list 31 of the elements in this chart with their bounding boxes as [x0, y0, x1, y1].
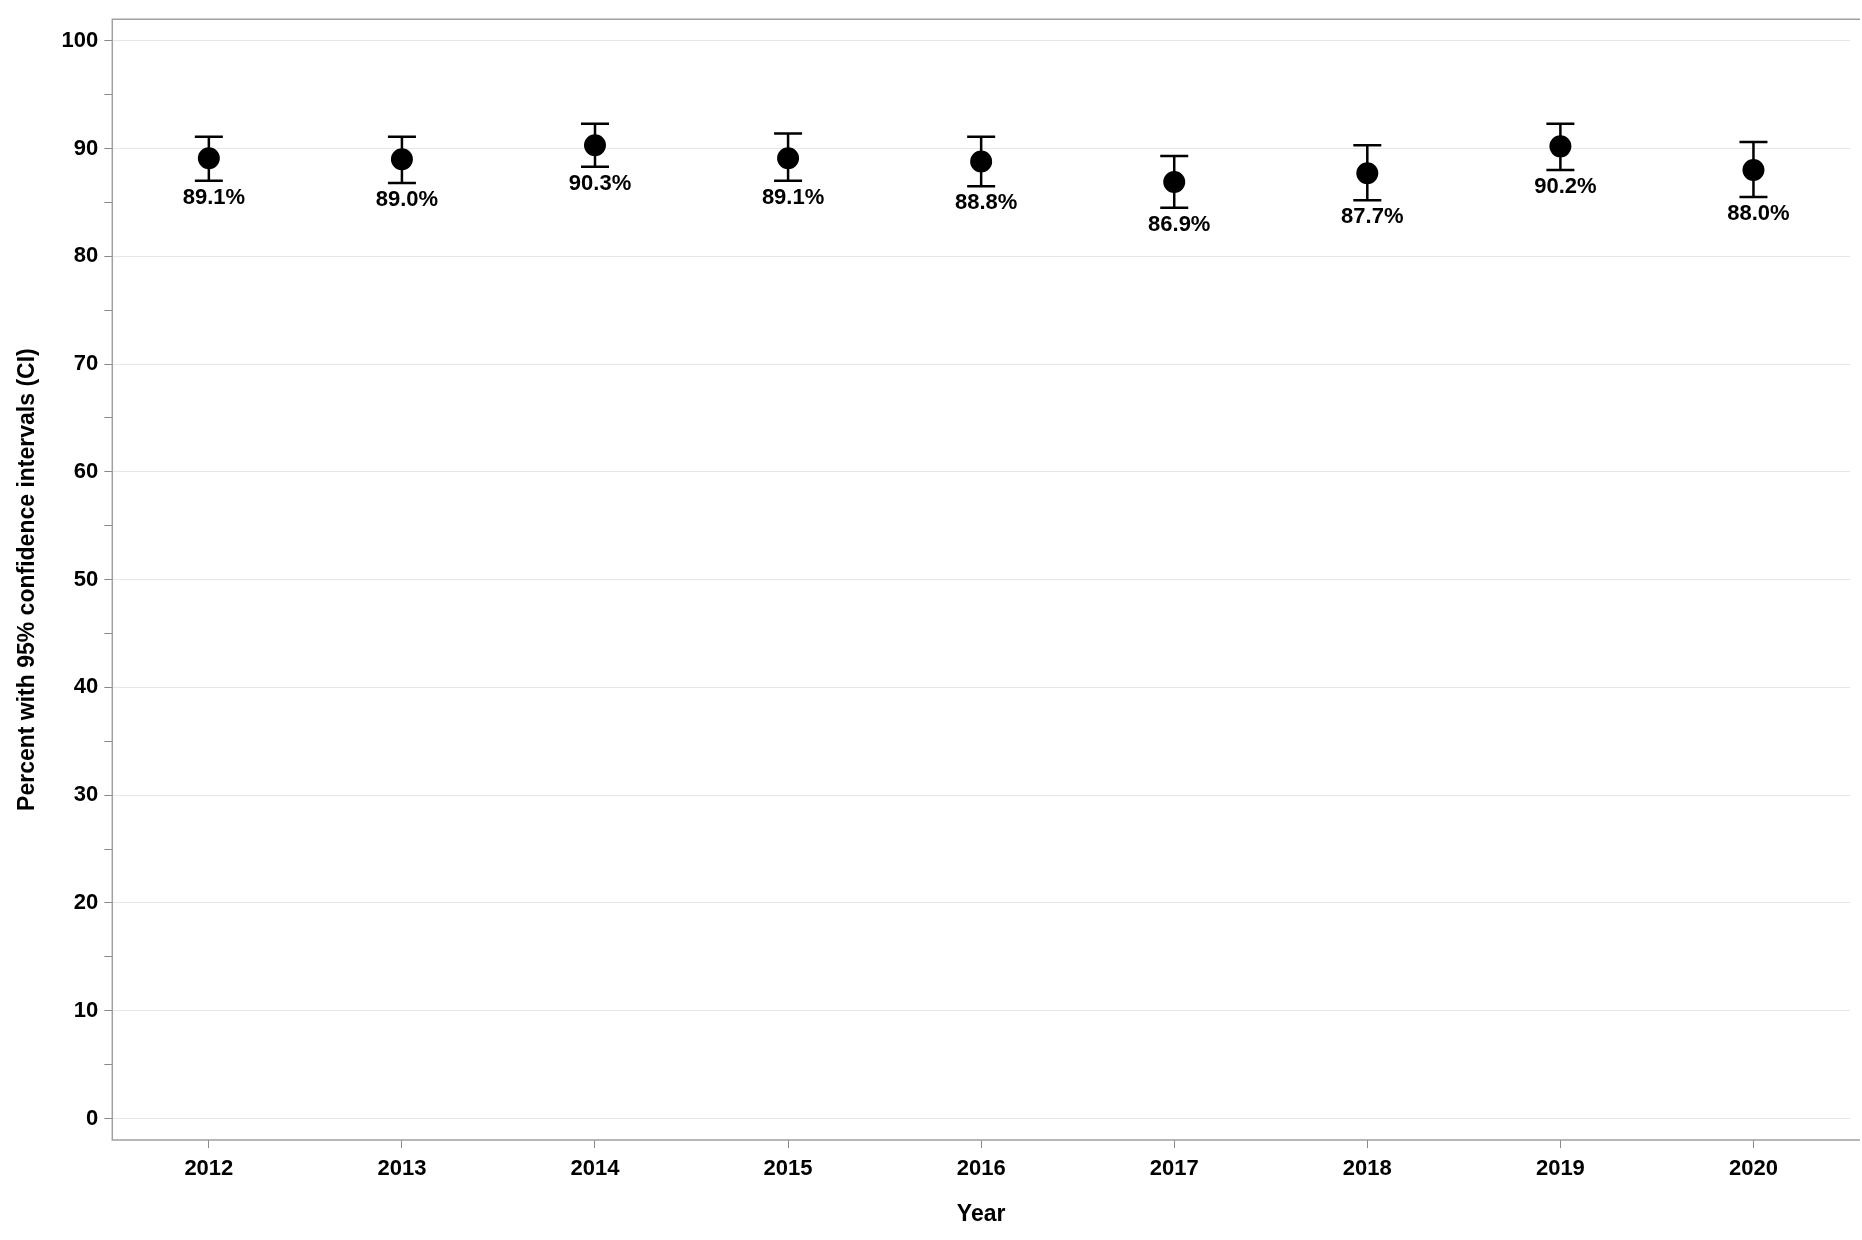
x-tick-label: 2014 [570, 1155, 621, 1181]
y-tick-label: 0 [86, 1104, 99, 1130]
y-tick-label: 10 [73, 996, 99, 1022]
x-tick-label: 2016 [956, 1155, 1006, 1181]
data-label: 89.0% [375, 186, 439, 212]
data-label: 89.1% [182, 183, 246, 209]
y-tick-label: 30 [73, 781, 99, 807]
data-label: 90.3% [568, 169, 632, 195]
y-tick-label: 20 [73, 888, 99, 914]
data-label: 88.0% [1727, 200, 1790, 226]
data-label: 89.1% [761, 183, 825, 209]
data-label: 88.8% [954, 189, 1018, 215]
y-tick-label: 80 [73, 242, 99, 268]
data-label: 90.2% [1534, 173, 1597, 199]
y-axis-title: Percent with 95% confidence intervals (CI) [13, 348, 40, 811]
x-tick-label: 2013 [377, 1155, 427, 1181]
y-tick-label: 100 [61, 26, 99, 52]
x-axis-title: Year [956, 1199, 1006, 1226]
x-tick-label: 2019 [1535, 1155, 1585, 1181]
y-tick-label: 70 [73, 350, 99, 376]
y-tick-label: 60 [73, 457, 99, 483]
data-label: 87.7% [1341, 203, 1404, 229]
x-tick-label: 2015 [763, 1155, 813, 1181]
y-tick-label: 40 [73, 673, 99, 699]
x-tick-label: 2017 [1149, 1155, 1199, 1181]
x-tick-label: 2018 [1342, 1155, 1392, 1181]
data-label: 86.9% [1148, 210, 1211, 236]
x-tick-label: 2012 [184, 1155, 234, 1181]
y-tick-label: 90 [73, 134, 99, 160]
x-tick-label: 2020 [1728, 1155, 1778, 1181]
y-tick-label: 50 [73, 565, 99, 591]
